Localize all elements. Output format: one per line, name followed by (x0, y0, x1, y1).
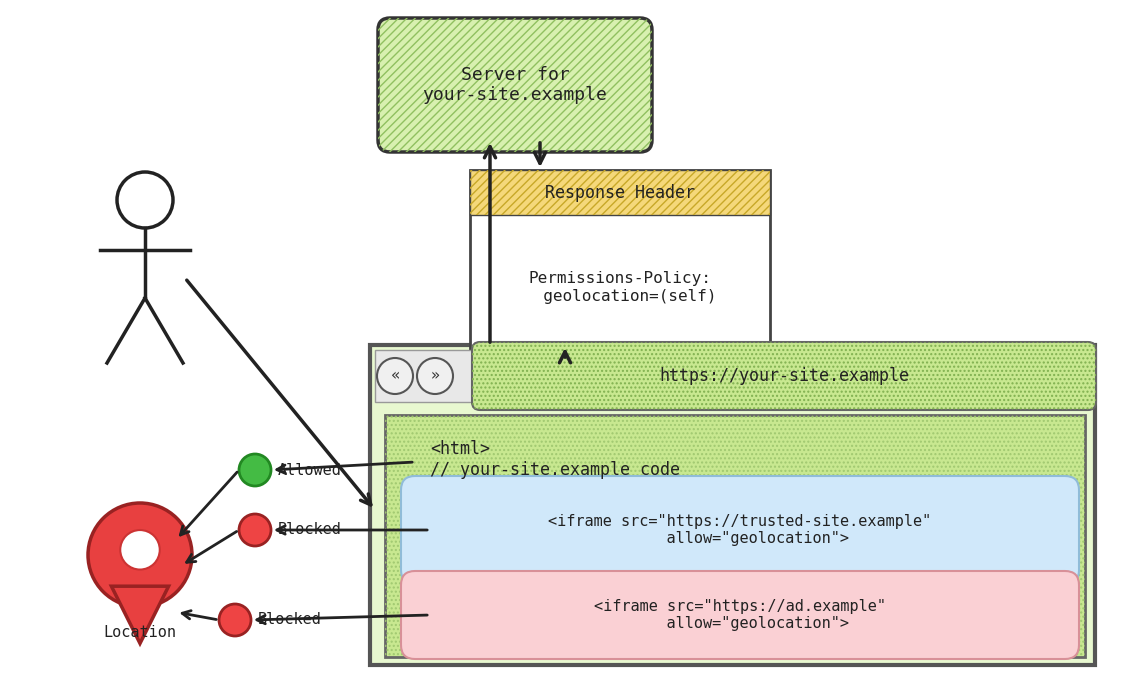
Circle shape (117, 172, 173, 228)
Bar (385, 415, 1085, 657)
Text: Blocked: Blocked (258, 613, 322, 627)
Text: Response Header: Response Header (545, 183, 695, 201)
FancyBboxPatch shape (401, 476, 1079, 584)
Bar (470, 170, 770, 215)
FancyBboxPatch shape (401, 571, 1079, 659)
Text: Allowed: Allowed (278, 462, 342, 477)
Circle shape (417, 358, 453, 394)
Circle shape (120, 530, 160, 570)
Text: Location: Location (103, 625, 177, 640)
Polygon shape (111, 586, 169, 643)
Bar (470, 170, 770, 215)
Bar (370, 345, 1094, 665)
Circle shape (219, 604, 252, 636)
Text: «: « (391, 369, 400, 384)
Text: Blocked: Blocked (278, 523, 342, 537)
FancyBboxPatch shape (472, 342, 1096, 410)
Text: <html>
// your-site.example code: <html> // your-site.example code (431, 440, 680, 479)
Text: <iframe src="https://trusted-site.example"
    allow="geolocation">: <iframe src="https://trusted-site.exampl… (548, 514, 931, 546)
Text: Server for
your-site.example: Server for your-site.example (423, 66, 607, 104)
Bar (385, 415, 1085, 657)
Circle shape (239, 514, 271, 546)
Circle shape (239, 454, 271, 486)
Circle shape (88, 503, 191, 607)
FancyBboxPatch shape (378, 18, 651, 152)
Bar (470, 170, 770, 360)
Text: Permissions-Policy:
  geolocation=(self): Permissions-Policy: geolocation=(self) (523, 271, 716, 304)
Circle shape (377, 358, 414, 394)
Text: https://your-site.example: https://your-site.example (659, 367, 909, 385)
Text: »: » (431, 369, 440, 384)
Text: <iframe src="https://ad.example"
    allow="geolocation">: <iframe src="https://ad.example" allow="… (594, 599, 886, 632)
Bar (375, 350, 475, 402)
